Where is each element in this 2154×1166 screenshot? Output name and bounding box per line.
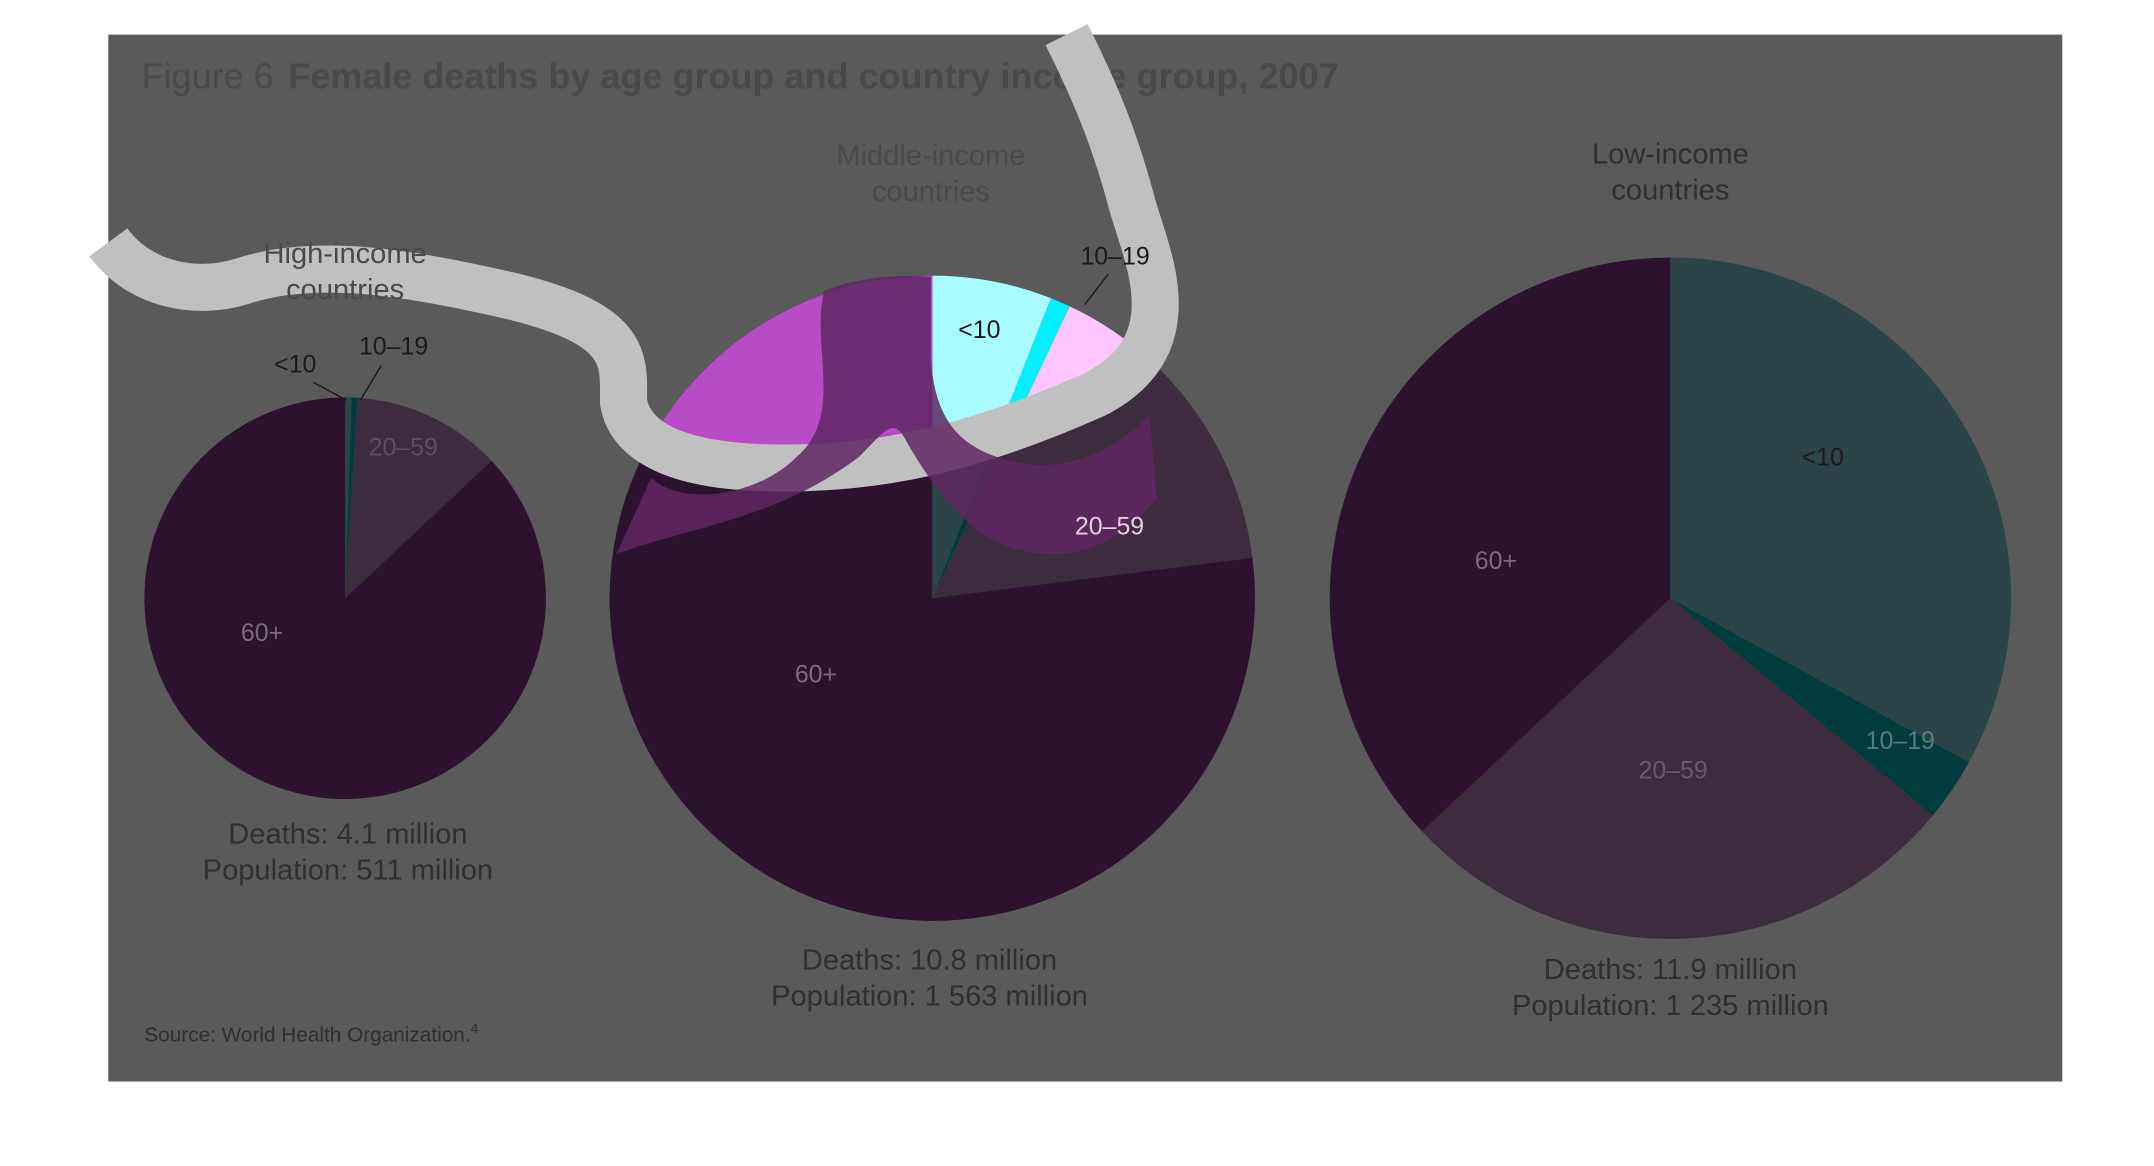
caption-population-low: Population: 1 235 million [1512,990,1829,1022]
source-ref: 4 [471,1020,479,1036]
figure-title: Female deaths by age group and country i… [288,56,1338,97]
highlight-slice-60plus [609,275,1156,469]
pie-title-middle-income: Middle-income countries [836,140,1025,208]
label-high-20-59: 20–59 [369,434,438,462]
label-middle-20-59: 20–59 [1075,513,1144,541]
pie-title-high-income: High-income countries [264,238,427,306]
pie-high-income [144,397,546,800]
caption-population-high: Population: 511 million [203,854,493,886]
caption-deaths-middle: Deaths: 10.8 million [802,944,1057,976]
slice-high-10-19 [345,397,358,599]
label-low-lt10: <10 [1802,443,1844,471]
source-note: Source: World Health Organization.4 [144,1020,478,1046]
slice-low-lt10 [1670,257,2012,763]
leader-line [1084,273,1109,306]
label-high-lt10: <10 [274,351,316,379]
label-middle-60plus: 60+ [795,661,837,689]
label-low-60plus: 60+ [1475,547,1517,575]
label-high-60plus: 60+ [241,619,283,647]
pie-title-low-income: Low-income countries [1592,138,1749,206]
figure-number: Figure 6 [142,56,274,97]
leader-line [312,381,347,401]
label-middle-lt10: <10 [958,316,1000,344]
slice-low-20-59 [1422,598,1933,939]
caption-deaths-high: Deaths: 4.1 million [228,818,467,850]
slice-high-60plus [144,397,546,800]
caption-deaths-low: Deaths: 11.9 million [1544,954,1797,986]
source-text: Source: World Health Organization. [144,1023,470,1046]
swoosh-band [89,24,1179,492]
slice-labels: <10 10–19 20–59 60+ <10 10–19 20–59 60+ <10 10–19… [241,242,1935,784]
pie-low-income [1329,257,2012,939]
label-low-10-19: 10–19 [1866,727,1935,755]
caption-population-middle: Population: 1 563 million [771,980,1088,1012]
leader-line [359,365,382,401]
label-high-10-19: 10–19 [359,333,428,361]
slice-low-10-19 [1670,598,1969,816]
slice-low-60plus [1329,257,1671,832]
slice-high-lt10 [345,397,352,599]
swoosh-tongue [616,275,1157,554]
label-middle-10-19: 10–19 [1080,242,1149,270]
slice-high-20-59 [345,397,492,599]
label-low-20-59: 20–59 [1639,756,1708,784]
